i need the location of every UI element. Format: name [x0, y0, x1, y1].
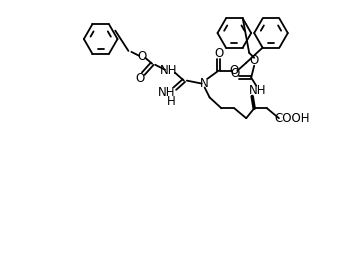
- Text: O: O: [230, 64, 239, 77]
- Text: NH: NH: [158, 86, 176, 99]
- Text: O: O: [231, 67, 240, 80]
- Text: H: H: [167, 95, 175, 108]
- Text: O: O: [136, 72, 145, 85]
- Text: NH: NH: [160, 64, 178, 77]
- Text: O: O: [250, 54, 259, 67]
- Text: NH: NH: [249, 84, 266, 97]
- Text: O: O: [138, 50, 147, 63]
- Text: COOH: COOH: [274, 112, 309, 125]
- Text: N: N: [200, 77, 209, 90]
- Text: O: O: [214, 47, 223, 60]
